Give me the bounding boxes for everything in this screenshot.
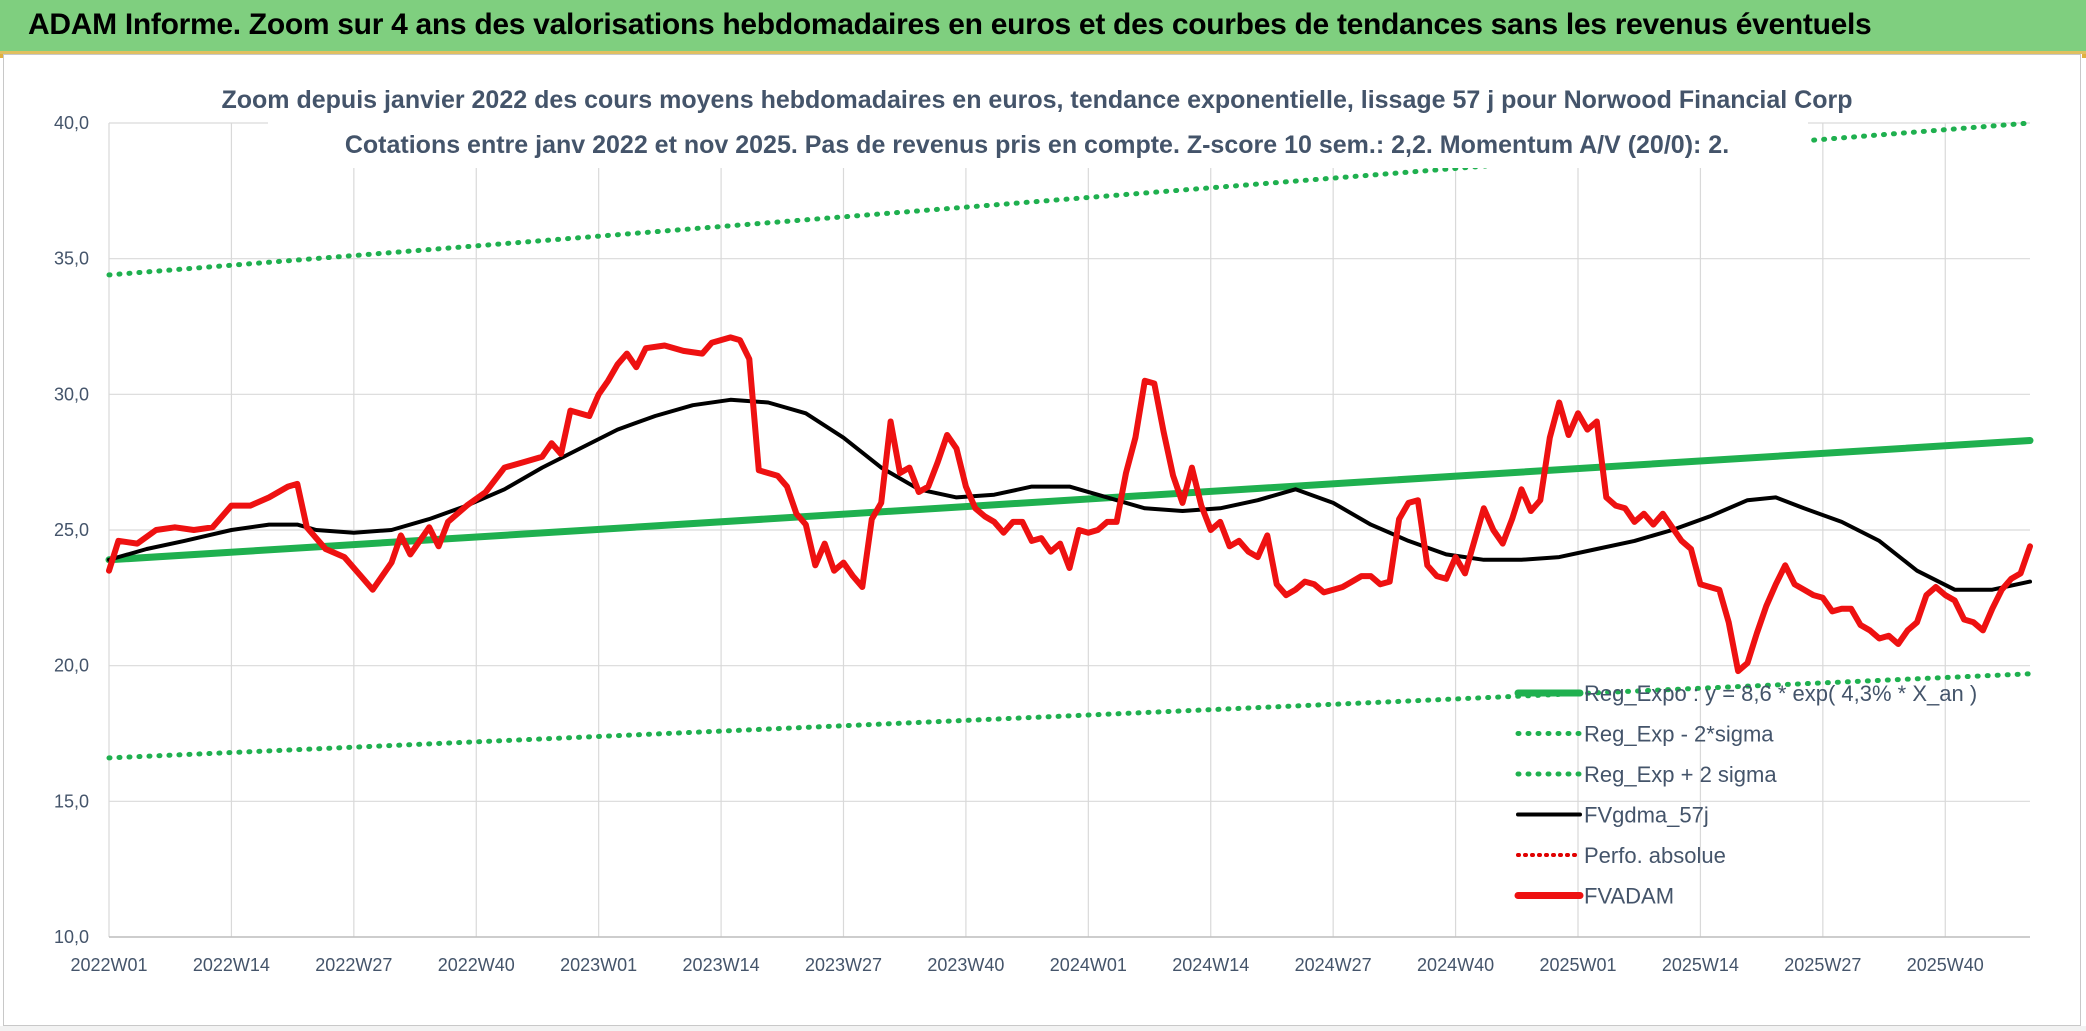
x-tick-labels: 2022W01 2022W14 2022W27 2022W40 2023W01 2023W…: [70, 955, 1983, 975]
subtitle-background: [268, 80, 1808, 168]
legend-label-smoothed-line: FVgdma_57j: [1584, 803, 1709, 828]
legend-label-regression-line: Reg_Expo : y = 8,6 * exp( 4,3% * X_an ): [1584, 681, 1977, 706]
x-tick-label: 2024W40: [1417, 955, 1494, 975]
y-tick-label: 35,0: [54, 249, 89, 269]
legend-label-perf-line: Perfo. absolue: [1584, 843, 1726, 868]
y-tick-label: 15,0: [54, 791, 89, 811]
title-banner: ADAM Informe. Zoom sur 4 ans des valoris…: [0, 0, 2086, 54]
legend-label-fvadam-line: FVADAM: [1584, 884, 1674, 909]
regression-line: [105, 437, 2034, 564]
x-tick-label: 2022W27: [315, 955, 392, 975]
x-tick-label: 2024W14: [1172, 955, 1249, 975]
chart-subtitle-line-2: Cotations entre janv 2022 et nov 2025. P…: [345, 131, 1729, 159]
smoothed-line: [107, 397, 2032, 592]
bottom-strip: [0, 1026, 2086, 1031]
chart-subtitle-line-1: Zoom depuis janvier 2022 des cours moyen…: [221, 86, 1852, 114]
x-tick-label: 2025W40: [1907, 955, 1984, 975]
x-tick-label: 2023W27: [805, 955, 882, 975]
x-tick-label: 2024W27: [1295, 955, 1372, 975]
x-tick-label: 2022W14: [193, 955, 270, 975]
legend: Reg_Expo : y = 8,6 * exp( 4,3% * X_an ) R…: [1514, 681, 1977, 909]
banner-corner-right: [2082, 54, 2086, 58]
x-tick-label: 2022W01: [70, 955, 147, 975]
legend-label-upper-sigma-band: Reg_Exp + 2 sigma: [1584, 762, 1777, 787]
y-tick-labels: 10,0 15,0 20,0 25,0 30,0 35,0 40,0: [54, 113, 89, 947]
x-tick-label: 2023W40: [927, 955, 1004, 975]
page-title: ADAM Informe. Zoom sur 4 ans des valoris…: [28, 8, 1872, 41]
banner-corner-left: [0, 54, 4, 58]
x-tick-label: 2024W01: [1050, 955, 1127, 975]
x-tick-label: 2025W27: [1784, 955, 1861, 975]
legend-label-lower-sigma-band: Reg_Exp - 2*sigma: [1584, 722, 1774, 747]
y-tick-label: 10,0: [54, 927, 89, 947]
x-tick-label: 2023W14: [683, 955, 760, 975]
series-layer: [105, 120, 2034, 761]
upper-sigma-band: [106, 120, 2033, 278]
fvadam-line: [106, 334, 2033, 675]
y-tick-label: 25,0: [54, 520, 89, 540]
y-tick-label: 20,0: [54, 656, 89, 676]
x-tick-label: 2022W40: [438, 955, 515, 975]
y-tick-label: 40,0: [54, 113, 89, 133]
x-tick-label: 2025W14: [1662, 955, 1739, 975]
x-tick-label: 2023W01: [560, 955, 637, 975]
chart-frame: [3, 54, 2081, 1026]
grid-lines: [108, 122, 2030, 938]
lower-sigma-band: [106, 671, 2033, 761]
x-tick-label: 2025W01: [1539, 955, 1616, 975]
y-tick-label: 30,0: [54, 384, 89, 404]
